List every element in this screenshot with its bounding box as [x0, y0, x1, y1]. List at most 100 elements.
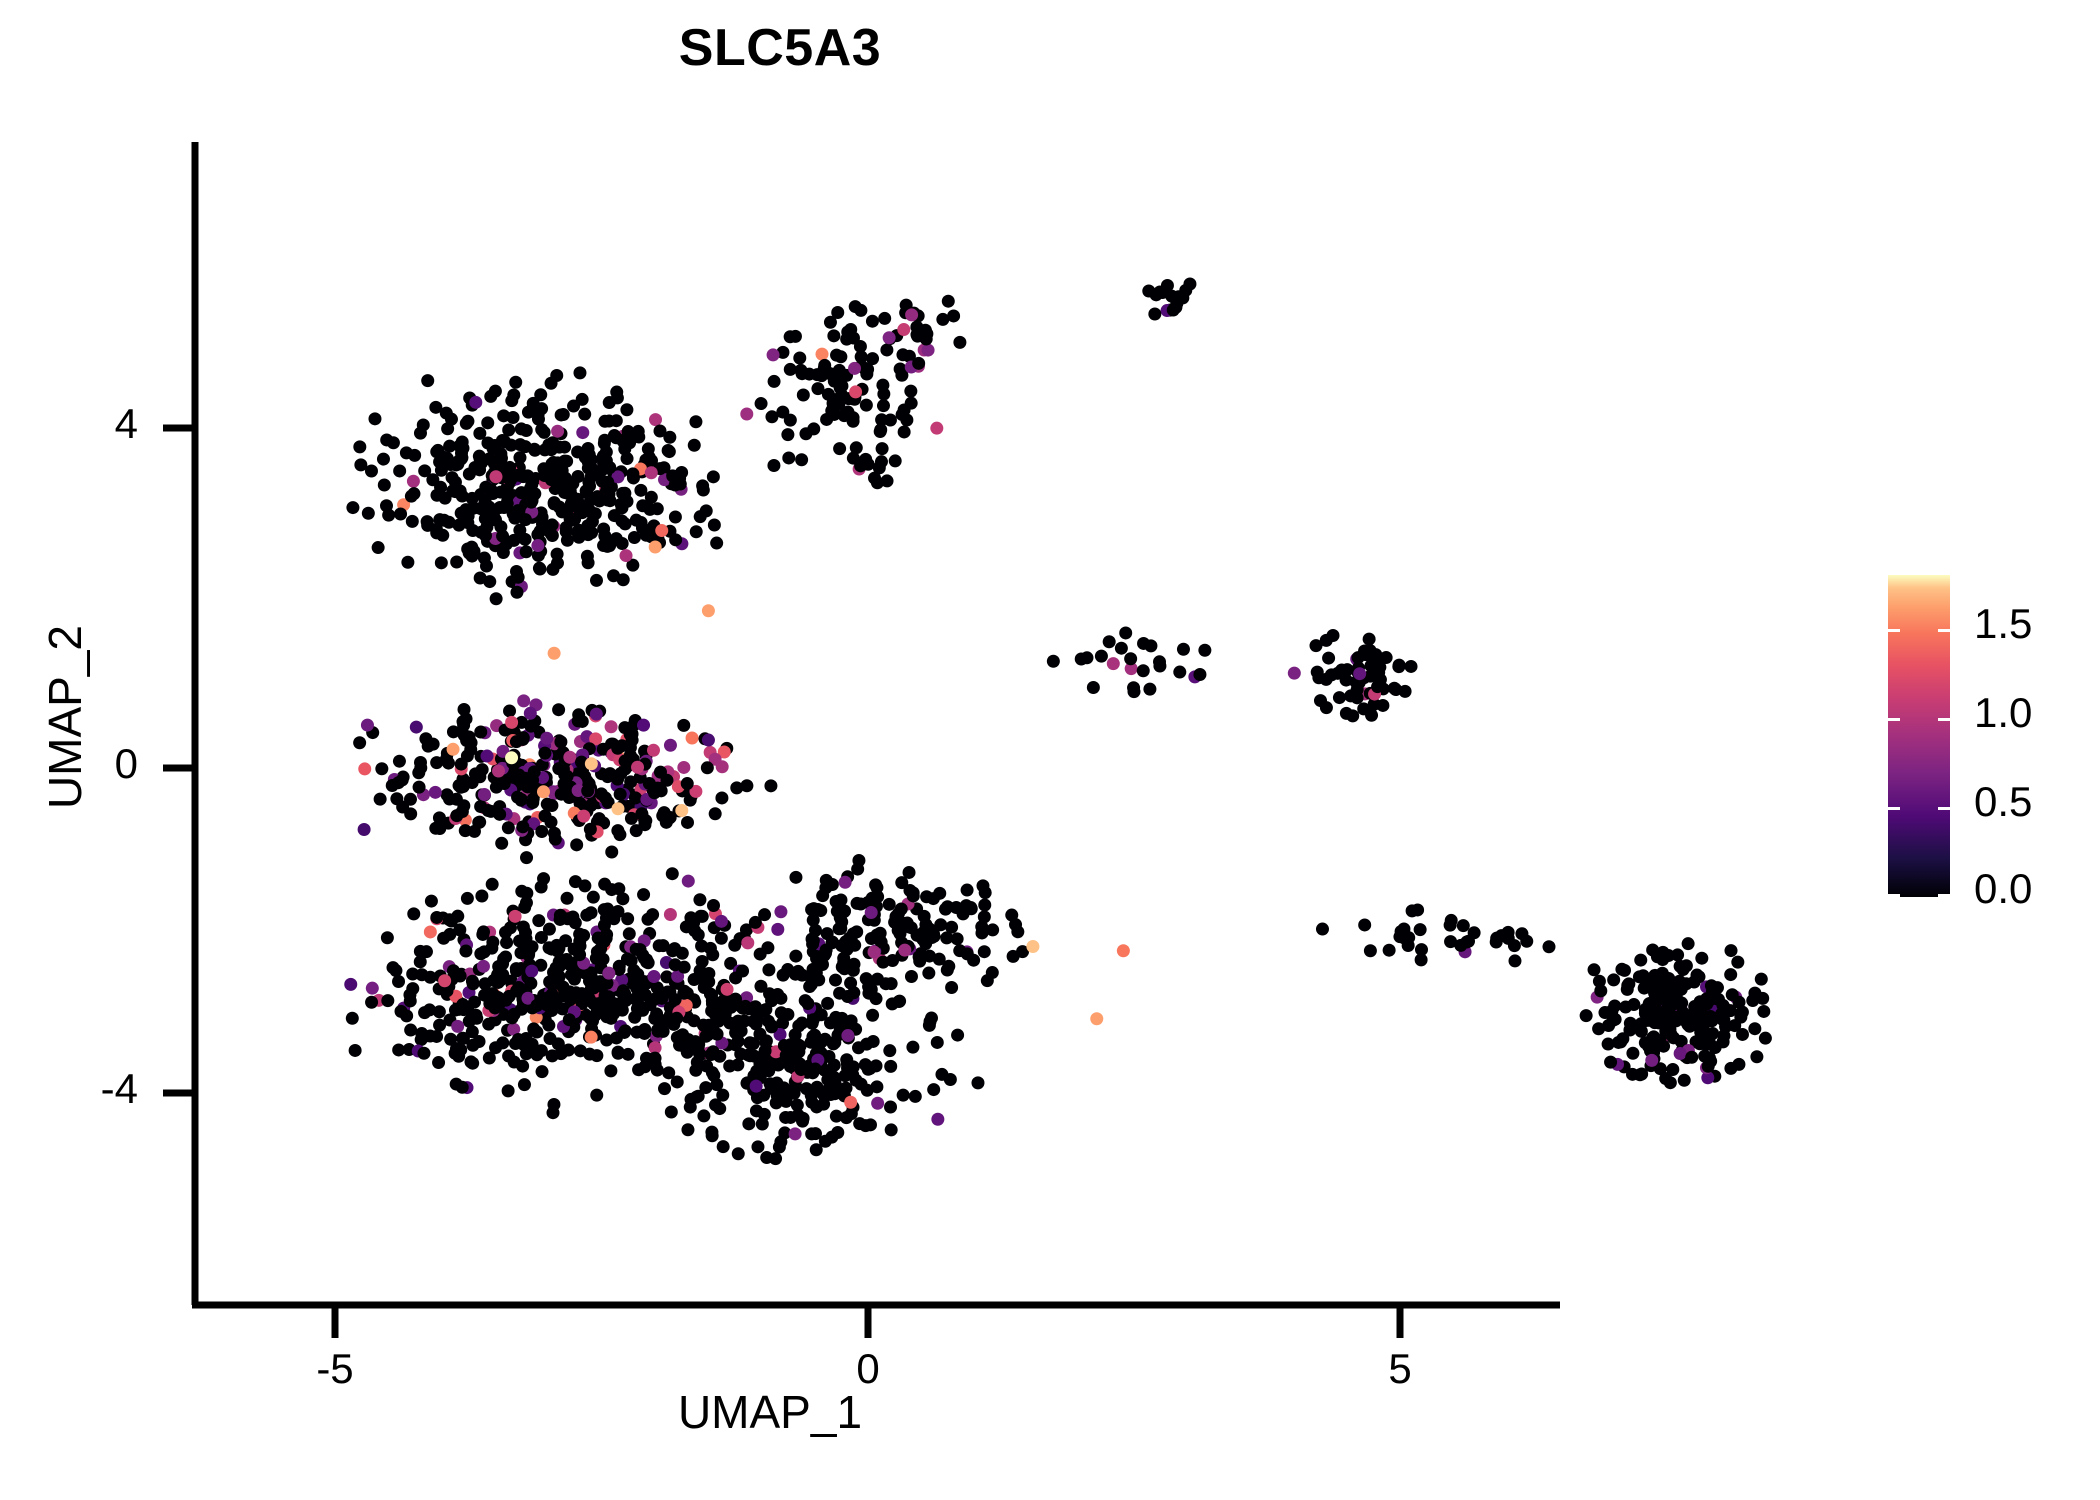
data-point	[534, 930, 548, 944]
data-point	[827, 329, 841, 343]
data-point	[1627, 998, 1641, 1012]
data-point	[430, 756, 444, 770]
data-point	[716, 1140, 730, 1154]
data-point	[831, 305, 845, 319]
data-point	[563, 750, 577, 764]
data-point	[510, 585, 524, 599]
data-point	[613, 787, 627, 801]
data-point	[783, 362, 797, 376]
data-point	[456, 1031, 470, 1045]
data-point	[1392, 660, 1406, 674]
data-point	[594, 942, 608, 956]
data-point	[815, 347, 829, 361]
data-point	[680, 777, 694, 791]
data-point	[1365, 708, 1379, 722]
data-point	[517, 694, 531, 708]
data-point	[571, 525, 585, 539]
data-point	[904, 970, 918, 984]
data-point	[863, 1062, 877, 1076]
data-point	[636, 499, 650, 513]
data-point	[669, 533, 683, 547]
data-point	[1620, 982, 1634, 996]
data-point	[1662, 971, 1676, 985]
data-point	[1608, 999, 1622, 1013]
data-point	[883, 1044, 897, 1058]
data-point	[897, 425, 911, 439]
data-point	[1607, 973, 1621, 987]
data-point	[486, 442, 500, 456]
data-point	[476, 927, 490, 941]
data-point	[764, 779, 778, 793]
data-point	[817, 1097, 831, 1111]
data-point	[469, 1008, 483, 1022]
data-point	[473, 815, 487, 829]
data-point	[502, 423, 516, 437]
data-point	[795, 453, 809, 467]
data-point	[535, 1065, 549, 1079]
data-point	[597, 522, 611, 536]
data-point	[655, 524, 669, 538]
data-point	[830, 348, 844, 362]
colorbar-label-2: 1.0	[1974, 689, 2033, 736]
data-point	[854, 459, 868, 473]
data-point	[663, 908, 677, 922]
data-point	[870, 881, 884, 895]
data-point	[444, 458, 458, 472]
data-point	[841, 1029, 855, 1043]
data-point	[476, 959, 490, 973]
data-point	[986, 923, 1000, 937]
data-point	[1193, 667, 1207, 681]
data-point	[538, 469, 552, 482]
data-point	[1148, 307, 1162, 321]
data-point	[1748, 1022, 1762, 1036]
data-point	[695, 939, 709, 953]
data-point	[693, 1047, 707, 1061]
data-point	[394, 507, 408, 521]
data-point	[844, 1014, 858, 1028]
data-point	[681, 1123, 695, 1137]
data-point	[448, 485, 462, 499]
data-point	[344, 977, 358, 991]
data-point	[922, 966, 936, 980]
data-point	[543, 1032, 557, 1046]
data-point	[598, 414, 612, 428]
data-point	[677, 760, 691, 774]
colorbar-tick-mark-1	[1888, 629, 1900, 632]
data-point	[450, 809, 464, 823]
data-points-group	[344, 277, 1772, 1166]
data-point	[1136, 664, 1150, 678]
data-point	[527, 817, 541, 831]
data-point	[870, 476, 884, 490]
data-point	[542, 438, 556, 452]
data-point	[693, 510, 707, 524]
data-point	[575, 755, 589, 769]
data-point	[519, 1047, 533, 1061]
data-point	[696, 479, 710, 493]
data-point	[1005, 908, 1019, 922]
data-point	[729, 992, 743, 1006]
data-point	[534, 880, 548, 894]
data-point	[821, 996, 835, 1010]
data-point	[577, 928, 591, 942]
data-point	[1176, 642, 1190, 656]
data-point	[495, 836, 509, 850]
data-point	[589, 707, 603, 721]
data-point	[548, 832, 562, 846]
data-point	[380, 931, 394, 945]
data-point	[571, 783, 585, 797]
data-point	[637, 718, 651, 732]
data-point	[598, 433, 612, 447]
data-point	[650, 1063, 664, 1077]
data-point	[357, 823, 371, 837]
data-point	[508, 511, 522, 525]
data-point	[619, 549, 633, 563]
data-point	[494, 973, 508, 987]
data-point	[975, 926, 989, 940]
data-point	[451, 1019, 465, 1033]
data-point	[531, 539, 545, 553]
data-point	[553, 908, 567, 922]
data-point	[1310, 665, 1324, 679]
data-point	[439, 753, 453, 767]
data-point	[793, 351, 807, 365]
